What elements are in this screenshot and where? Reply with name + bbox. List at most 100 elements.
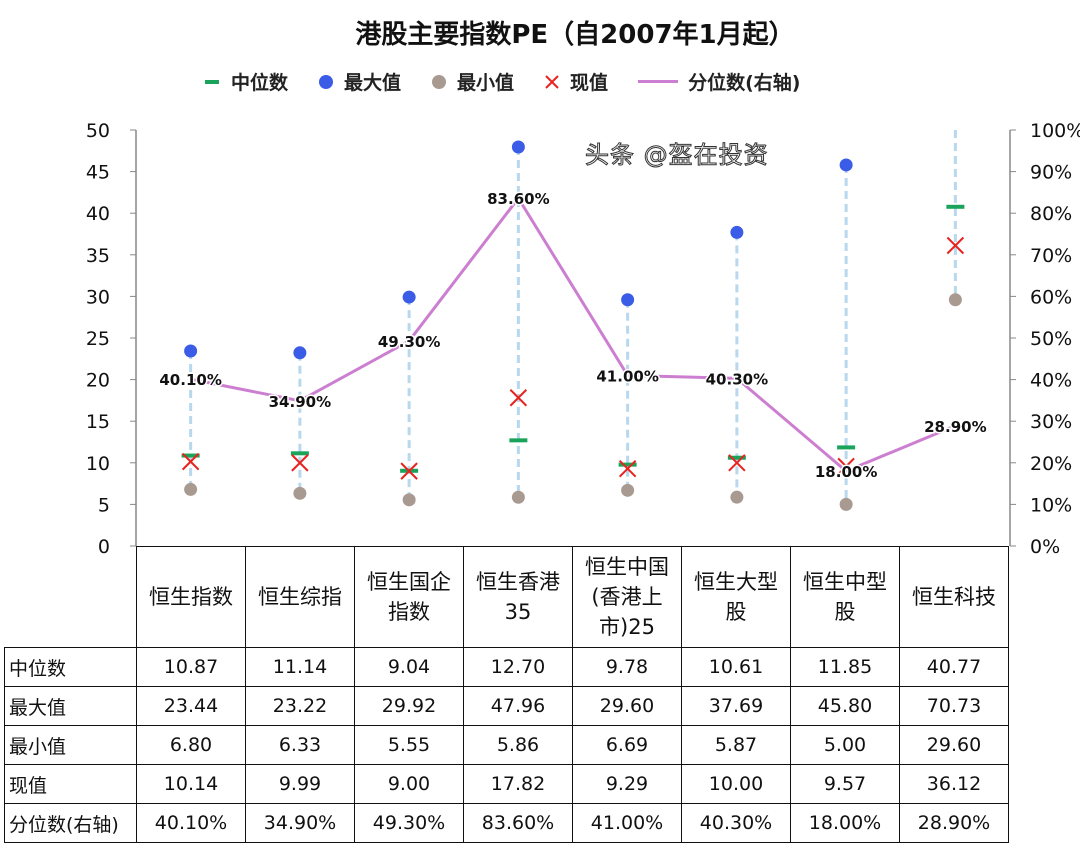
- table-corner: [4, 546, 137, 648]
- legend-label: 最小值: [457, 72, 515, 94]
- table-header-row: 恒生指数 恒生综指 恒生国企 指数 恒生香港 35 恒生中国 (香港上 市)25 恒生大型股恒生中…: [4, 546, 1009, 648]
- table-cell: 18.00%: [790, 803, 900, 843]
- max-point: [839, 158, 853, 172]
- max-point: [184, 344, 198, 358]
- percentile-label: 40.30%: [706, 370, 768, 388]
- legend-min: 最小值: [431, 68, 514, 95]
- median-mark: [837, 445, 856, 450]
- y-tick-label: 45: [86, 162, 110, 184]
- table-row: 分位数(右轴) 40.10% 34.90% 49.30% 83.60% 41.00% 40.…: [4, 803, 1009, 843]
- y2-tick-label: 70%: [1030, 245, 1072, 267]
- percentile-line: [190, 195, 956, 473]
- category-header: 恒生香港 35: [463, 546, 573, 648]
- table-cell: 83.60%: [463, 803, 573, 843]
- y2-tick-label: 20%: [1030, 453, 1072, 475]
- table-cell: 6.80: [136, 725, 246, 765]
- median-mark: [181, 453, 200, 458]
- watermark: 头条 @盔在投资: [585, 141, 769, 170]
- current-mark: [946, 236, 965, 255]
- table-cell: 41.00%: [572, 803, 682, 843]
- category-label-line: 指数: [388, 600, 430, 624]
- min-point: [948, 293, 962, 307]
- table-cell: 34.90%: [245, 803, 355, 843]
- chart-title: 港股主要指数PE（自2007年1月起）: [355, 20, 795, 50]
- median-mark: [290, 451, 309, 456]
- table-row: 现值 10.14 9.99 9.00 17.82 9.29 10.00 9.57 36.12: [4, 764, 1009, 804]
- y2-tick-label: 40%: [1030, 370, 1072, 392]
- current-mark: [181, 452, 200, 471]
- current-mark: [837, 457, 855, 476]
- table-cell: 40.10%: [136, 803, 246, 843]
- legend-median: 中位数: [205, 68, 288, 95]
- table-row: 最大值 23.44 23.22 29.92 47.96 29.60 37.69 45.80 70…: [4, 686, 1009, 726]
- percentile-label: 28.90%: [924, 418, 986, 436]
- table-cell: 9.29: [572, 764, 682, 804]
- table-cell: 10.87: [136, 647, 246, 687]
- median-mark: [509, 438, 528, 443]
- y-tick-label: 10: [86, 453, 110, 475]
- max-point: [402, 290, 416, 304]
- category-label-line: 恒生中型: [803, 570, 887, 594]
- table-cell: 10.61: [681, 647, 791, 687]
- current-mark: [509, 389, 528, 407]
- table-cell: 5.86: [463, 725, 573, 765]
- current-mark: [400, 462, 418, 480]
- y2-tick-label: 30%: [1030, 411, 1072, 433]
- percentile-label: 34.90%: [269, 393, 331, 411]
- table-cell: 28.90%: [899, 803, 1009, 843]
- table-cell: 9.04: [354, 647, 464, 687]
- table-cell: 36.12: [899, 764, 1009, 804]
- category-header: 恒生中国 (香港上 市)25: [572, 546, 682, 648]
- y-tick-label: 50: [86, 120, 110, 142]
- category-label-line: 恒生中国: [585, 555, 669, 579]
- row-label: 最大值: [4, 686, 137, 726]
- current-mark: [291, 454, 309, 472]
- median-mark: [946, 204, 965, 209]
- y-tick-label: 35: [86, 245, 110, 267]
- table-cell: 9.78: [572, 647, 682, 687]
- table-cell: 10.14: [136, 764, 246, 804]
- legend-max: 最大值: [318, 68, 401, 95]
- category-header: 恒生中型股: [790, 546, 900, 648]
- table-row: 最小值 6.80 6.33 5.55 5.86 6.69 5.87 5.00 29.60: [4, 725, 1009, 765]
- table-cell: 37.69: [681, 686, 791, 726]
- table-cell: 9.99: [245, 764, 355, 804]
- category-label-line: 恒生香港: [476, 570, 560, 594]
- table-cell: 23.44: [136, 686, 246, 726]
- legend-label: 最大值: [344, 72, 402, 94]
- median-mark: [618, 462, 637, 467]
- legend-current: 现值: [544, 68, 608, 95]
- table-cell: 6.33: [245, 725, 355, 765]
- legend-percentile: 分位数(右轴): [638, 68, 800, 95]
- y-tick-label: 20: [86, 370, 110, 392]
- table-row: 中位数 10.87 11.14 9.04 12.70 9.78 10.61 11.85 40.7…: [4, 647, 1009, 687]
- category-header: 恒生综指: [245, 546, 355, 648]
- percentile-label: 49.30%: [378, 333, 440, 351]
- y2-tick-label: 10%: [1030, 494, 1072, 516]
- current-mark: [728, 454, 746, 472]
- min-point: [402, 493, 416, 507]
- table-cell: 23.22: [245, 686, 355, 726]
- y2-tick-label: 0%: [1030, 536, 1060, 558]
- data-table: 恒生指数 恒生综指 恒生国企 指数 恒生香港 35 恒生中国 (香港上 市)25 恒生大型股恒生中…: [4, 546, 1009, 843]
- max-legend-icon: [319, 74, 334, 89]
- table-cell: 11.14: [245, 647, 355, 687]
- min-point: [621, 483, 635, 497]
- y-tick-label: 30: [86, 286, 110, 308]
- max-point: [730, 225, 744, 239]
- table-cell: 12.70: [463, 647, 573, 687]
- y-tick-label: 5: [98, 494, 110, 516]
- table-cell: 5.55: [354, 725, 464, 765]
- max-point: [621, 293, 635, 307]
- table-cell: 10.00: [681, 764, 791, 804]
- current-mark: [618, 459, 637, 478]
- y2-tick-label: 90%: [1030, 162, 1072, 184]
- table-cell: 9.57: [790, 764, 900, 804]
- y2-tick-label: 80%: [1030, 203, 1072, 225]
- min-point: [511, 490, 525, 504]
- median-mark: [727, 455, 746, 460]
- y-tick-label: 25: [86, 328, 110, 350]
- percentile-label: 18.00%: [815, 463, 877, 481]
- min-point: [184, 482, 198, 496]
